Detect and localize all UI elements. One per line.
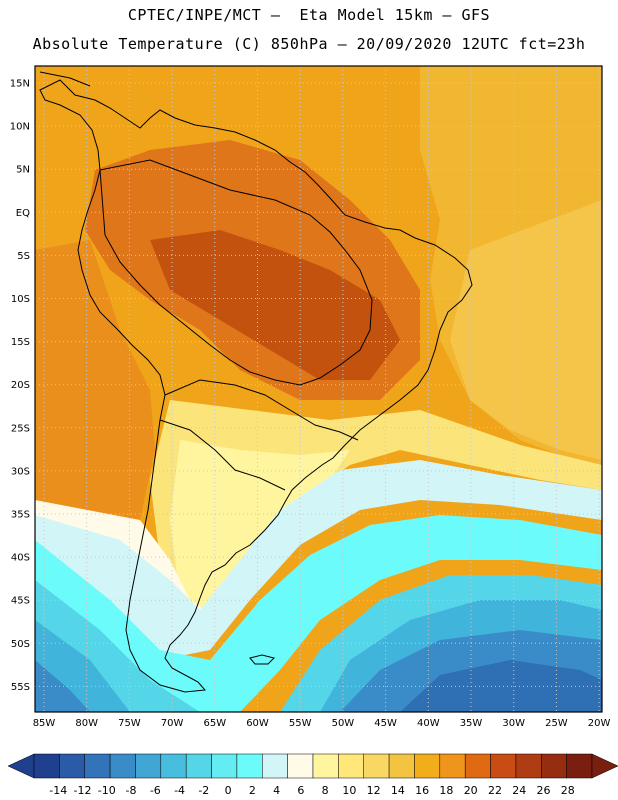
colorbar-label: 18 [439, 784, 453, 797]
colorbar-label: 10 [342, 784, 356, 797]
lat-tick-label: 10S [11, 294, 30, 305]
lat-tick-label: 15N [10, 79, 30, 90]
field-dark-blue [400, 660, 602, 712]
colorbar-swatch [439, 753, 466, 779]
lat-tick-label: 30S [11, 466, 30, 477]
field-pacific-orange [35, 240, 155, 520]
colorbar-label: 22 [488, 784, 502, 797]
colorbar-swatch [464, 753, 491, 779]
colorbar-swatch [185, 753, 212, 779]
colorbar-swatch [363, 753, 390, 779]
south-america-coast [39, 79, 473, 693]
lon-tick-label: 65W [203, 718, 226, 729]
lon-tick-label: 55W [289, 718, 312, 729]
colorbar-label: 28 [561, 784, 575, 797]
colorbar-label: 26 [536, 784, 550, 797]
lon-tick-label: 45W [374, 718, 397, 729]
colorbar-label: 6 [297, 784, 304, 797]
lat-tick-label: 20S [11, 380, 30, 391]
map-frame [34, 65, 603, 713]
colorbar-swatch [109, 753, 136, 779]
colorbar-swatch [414, 753, 441, 779]
colorbar-label: 14 [391, 784, 405, 797]
lon-tick-label: 70W [161, 718, 184, 729]
colorbar-swatch [262, 753, 288, 779]
lat-tick-label: 45S [11, 596, 30, 607]
colorbar-label: -8 [126, 784, 137, 797]
lon-tick-label: 35W [460, 718, 483, 729]
lon-tick-label: 40W [417, 718, 440, 729]
colorbar-high-arrow [591, 753, 618, 779]
lon-tick-label: 60W [246, 718, 269, 729]
colorbar-swatch [490, 753, 517, 779]
lat-tick-label: 5S [17, 251, 30, 262]
lon-tick-label: 85W [33, 718, 56, 729]
field-gold [450, 200, 602, 460]
lon-tick-label: 75W [118, 718, 141, 729]
lat-tick-label: EQ [16, 208, 30, 219]
colorbar-swatch [160, 753, 187, 779]
colorbar-label: -14 [49, 784, 67, 797]
falkland-islands [249, 654, 275, 665]
colorbar-swatch [566, 753, 593, 779]
temperature-field [35, 66, 602, 712]
colorbar-swatch [312, 753, 339, 779]
colorbar-label: 2 [249, 784, 256, 797]
colorbar-swatch [541, 753, 567, 779]
colorbar-swatch [33, 753, 60, 779]
longitude-labels: 85W 80W 75W 70W 65W 60W 55W 50W 45W 40W 35W 30W 25W 2… [33, 718, 611, 729]
lat-tick-label: 35S [11, 510, 30, 521]
latitude-labels: 15N 10N 5N EQ 5S 10S 15S 20S 25S 30S 35S 40S 45S 50S 5… [10, 79, 30, 693]
colorbar: -14 -12 -10 -8 -6 -4 -2 0 2 4 6 8 10 12 14 16 18 20 22 24 26… [7, 753, 618, 797]
colorbar-swatch [236, 753, 263, 779]
lon-tick-label: 80W [75, 718, 98, 729]
lat-tick-label: 10N [10, 122, 30, 133]
colorbar-label: 20 [464, 784, 478, 797]
chart-title: CPTEC/INPE/MCT — Eta Model 15km — GFS [127, 6, 491, 24]
colorbar-label: -6 [150, 784, 161, 797]
colorbar-swatch [515, 753, 542, 779]
colorbar-swatch [84, 753, 111, 779]
lat-tick-label: 50S [11, 639, 30, 650]
chart-subtitle: Absolute Temperature (C) 850hPa — 20/09/… [32, 35, 586, 53]
lon-tick-label: 25W [545, 718, 568, 729]
country-borders-argentina [159, 419, 286, 491]
lon-tick-label: 50W [332, 718, 355, 729]
colorbar-low-arrow [7, 753, 35, 779]
caribbean-coast [39, 71, 91, 87]
field-pale-cyan [35, 460, 602, 660]
country-borders [99, 159, 373, 386]
lat-tick-label: 5N [16, 165, 30, 176]
lat-tick-label: 55S [11, 682, 30, 693]
lon-tick-label: 30W [502, 718, 525, 729]
colorbar-label: 16 [415, 784, 429, 797]
graticule [35, 66, 602, 712]
lon-tick-label: 20W [588, 718, 611, 729]
colorbar-swatch [287, 753, 314, 779]
colorbar-label: 8 [322, 784, 329, 797]
colorbar-label: 4 [273, 784, 280, 797]
colorbar-label: 0 [225, 784, 232, 797]
coastlines [39, 71, 473, 693]
colorbar-label: -12 [74, 784, 92, 797]
colorbar-swatch [388, 753, 415, 779]
lat-tick-label: 15S [11, 337, 30, 348]
colorbar-label: -2 [198, 784, 209, 797]
colorbar-swatch [59, 753, 85, 779]
lat-tick-label: 40S [11, 553, 30, 564]
colorbar-label: -4 [174, 784, 185, 797]
colorbar-swatch [135, 753, 162, 779]
lat-tick-label: 25S [11, 423, 30, 434]
colorbar-label: 12 [367, 784, 381, 797]
colorbar-label: 24 [512, 784, 526, 797]
field-hot-core [150, 230, 400, 380]
colorbar-label: -10 [98, 784, 116, 797]
field-cyan [35, 515, 602, 712]
colorbar-swatch [211, 753, 238, 779]
colorbar-swatch [338, 753, 364, 779]
country-borders-south [164, 379, 359, 441]
